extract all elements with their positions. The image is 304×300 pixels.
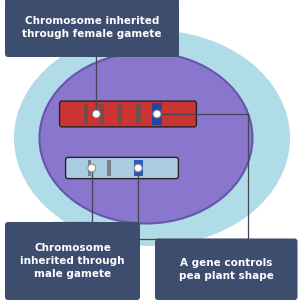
Bar xyxy=(88,160,91,176)
FancyBboxPatch shape xyxy=(60,101,196,127)
Text: A gene controls
pea plant shape: A gene controls pea plant shape xyxy=(179,258,274,281)
Circle shape xyxy=(88,164,96,172)
Circle shape xyxy=(92,110,100,118)
Bar xyxy=(136,104,141,124)
Circle shape xyxy=(134,164,142,172)
Ellipse shape xyxy=(14,30,290,246)
Bar xyxy=(84,104,88,124)
Bar xyxy=(134,160,143,176)
Ellipse shape xyxy=(133,166,143,170)
Bar xyxy=(99,104,104,124)
Ellipse shape xyxy=(151,111,163,117)
FancyBboxPatch shape xyxy=(66,157,178,178)
FancyBboxPatch shape xyxy=(5,222,140,300)
Text: Chromosome
inherited through
male gamete: Chromosome inherited through male gamete xyxy=(20,243,125,279)
Bar xyxy=(118,104,122,124)
Bar xyxy=(107,160,111,176)
FancyBboxPatch shape xyxy=(5,0,179,57)
FancyBboxPatch shape xyxy=(155,238,298,300)
Bar xyxy=(152,103,162,124)
Ellipse shape xyxy=(40,52,253,224)
Text: Chromosome inherited
through female gamete: Chromosome inherited through female game… xyxy=(22,16,162,39)
Circle shape xyxy=(153,110,161,118)
